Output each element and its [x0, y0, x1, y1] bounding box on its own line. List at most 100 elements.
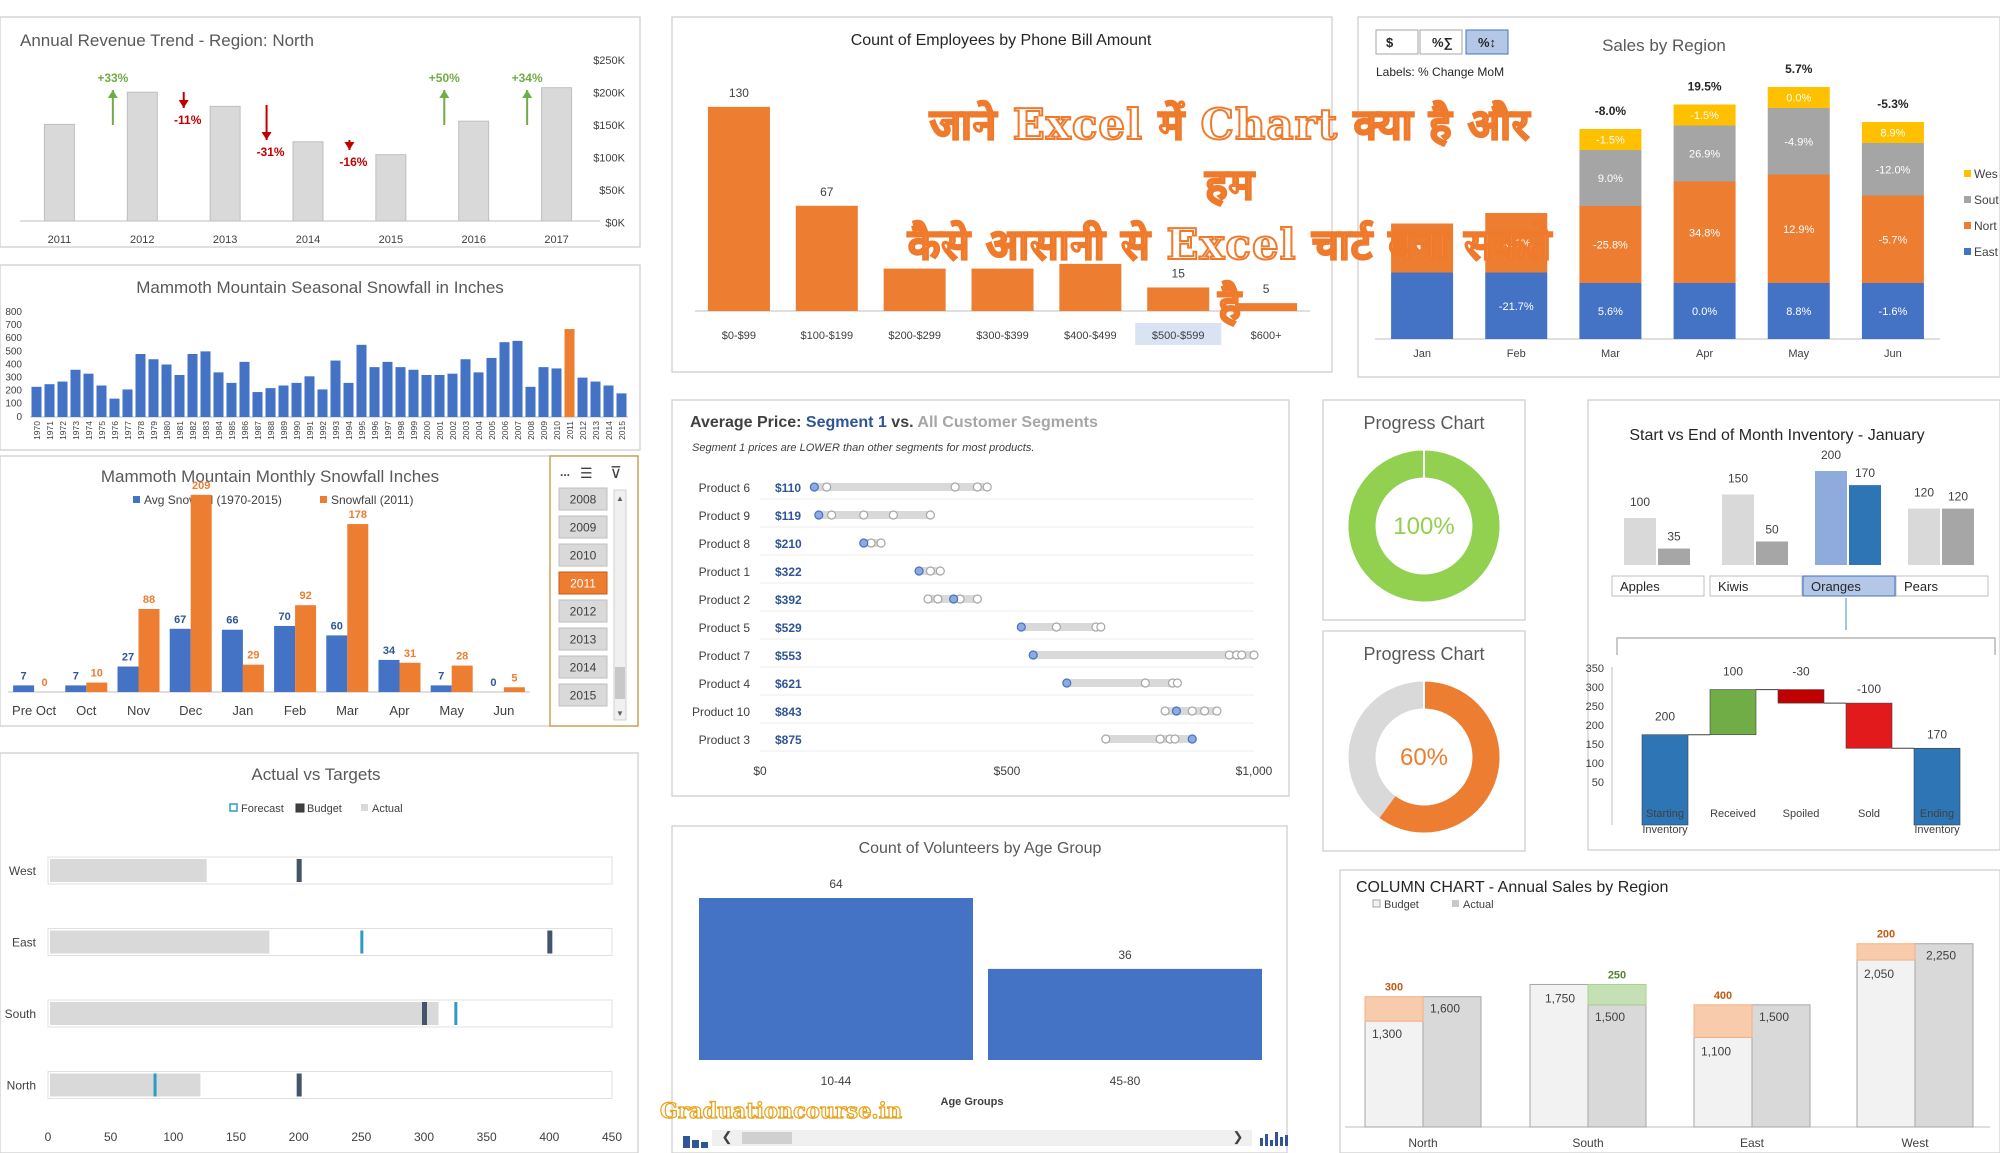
arrow-head [107, 90, 118, 98]
bar [707, 106, 770, 311]
x-tick-label: $600+ [1251, 330, 1282, 342]
toggle-button[interactable] [1465, 29, 1509, 55]
stack-segment-west [1767, 87, 1830, 108]
bar [96, 385, 107, 417]
multi-select-icon[interactable]: ☰ [580, 465, 593, 481]
x-tick-label: Inventory [1914, 824, 1960, 836]
data-label: 66 [226, 615, 238, 627]
legend-swatch-2011 [320, 496, 327, 503]
y-tick-label: $200K [593, 88, 625, 100]
overlay-line-2: कैसे आसानी से Excel चार्ट बना सकते [907, 219, 1552, 270]
slicer-more-button[interactable]: ... [560, 465, 570, 479]
product-label: Product 10 [692, 705, 750, 719]
stack-segment-east [1391, 272, 1454, 339]
x-tick-label: Dec [179, 703, 203, 718]
waterfall-bar [1913, 747, 1961, 826]
x-tick-label: 200 [289, 1130, 309, 1144]
slicer-item-label: 2009 [570, 521, 597, 535]
bar [795, 205, 858, 311]
segment-dot [1160, 706, 1170, 716]
stack-segment-north [1673, 181, 1736, 283]
bar [525, 386, 536, 417]
bar [577, 377, 588, 417]
range-bar [1021, 623, 1101, 631]
slicer-item-2009[interactable] [558, 515, 608, 539]
slicer-item-2013[interactable] [558, 627, 608, 651]
x-tick-label: Nov [127, 703, 151, 718]
clear-filter-icon[interactable]: ⊽ [610, 465, 622, 482]
bar-2011 [190, 494, 212, 692]
segment-dot [1249, 650, 1259, 660]
x-tick-label: 2003 [461, 421, 471, 440]
slicer-item-2010[interactable] [558, 543, 608, 567]
segment-dot [925, 566, 936, 576]
x-tick-label: 1970 [32, 421, 42, 440]
data-label: 67 [820, 185, 834, 199]
y-tick-label: 100 [1586, 758, 1604, 770]
x-tick-label: 2014 [296, 234, 320, 246]
fruit-tab-pears[interactable] [1895, 575, 1989, 597]
price-label: $322 [775, 565, 802, 579]
bar [971, 268, 1034, 311]
scroll-left-icon[interactable]: ❮ [722, 1129, 733, 1145]
bar [1059, 263, 1122, 311]
bar [44, 384, 55, 417]
toggle-button-label: %∑ [1432, 35, 1453, 50]
slicer-item-2015[interactable] [558, 683, 608, 707]
segment-dot [822, 482, 832, 492]
x-tick-label: 250 [351, 1130, 371, 1144]
column-chart-icon [1260, 1138, 1263, 1146]
variance-bar [1364, 996, 1424, 1022]
fruit-tab-oranges[interactable] [1802, 575, 1896, 597]
slicer-item-2012[interactable] [558, 599, 608, 623]
y-tick-label: $50K [599, 185, 625, 197]
segment-label: -4.9% [1784, 136, 1813, 148]
change-label: +33% [97, 71, 128, 85]
slicer-item-label: 2015 [570, 689, 597, 703]
bar [382, 361, 393, 417]
legend-swatch-budget [295, 803, 305, 813]
fruit-tab-apples[interactable] [1611, 575, 1705, 597]
slicer-item-2011[interactable] [558, 571, 608, 595]
data-label: -30 [1792, 665, 1810, 679]
bar [356, 344, 367, 417]
segment-label: 26.9% [1689, 149, 1720, 161]
waterfall-bar [1845, 702, 1893, 749]
scroll-right-icon[interactable]: ❯ [1233, 1129, 1244, 1145]
data-label: 170 [1927, 727, 1947, 741]
bar-end [1849, 485, 1881, 565]
y-tick-label: 700 [5, 320, 22, 331]
chart-title: Start vs End of Month Inventory - Januar… [1629, 427, 1924, 444]
x-tick-label: 1981 [175, 421, 185, 440]
slicer-item-2014[interactable] [558, 655, 608, 679]
x-tick-label: 1992 [318, 421, 328, 440]
bar [122, 389, 133, 417]
x-tick-label: 2015 [617, 421, 627, 440]
data-label: 92 [299, 590, 311, 602]
change-label: -16% [339, 155, 367, 169]
change-label: +34% [512, 71, 543, 85]
snowfall-years-panel [0, 264, 641, 451]
toggle-button[interactable] [1419, 29, 1463, 55]
chart-title: Mammoth Mountain Seasonal Snowfall in In… [136, 278, 504, 297]
bar [252, 392, 263, 417]
change-label: -31% [257, 145, 285, 159]
data-label: 150 [1728, 472, 1748, 486]
slicer-scroll-thumb[interactable] [615, 667, 625, 699]
slicer-scrollbar[interactable] [613, 489, 627, 721]
scroll-thumb[interactable] [742, 1132, 792, 1144]
fruit-tab-kiwis[interactable] [1709, 575, 1803, 597]
x-tick-label: Jun [493, 703, 514, 718]
bar-actual [1751, 1004, 1811, 1128]
toggle-button[interactable] [1375, 29, 1419, 55]
horizontal-scrollbar[interactable] [712, 1130, 1252, 1146]
x-tick-label: 350 [477, 1130, 497, 1144]
bar [291, 382, 302, 417]
bar-avg [13, 685, 35, 692]
legend-label: Avg Snowfall (1970-2015) [144, 493, 282, 507]
bar [434, 375, 445, 417]
product-label: Product 3 [699, 733, 751, 747]
bar-2011 [242, 664, 264, 692]
x-tick-label: $200-$299 [888, 330, 941, 342]
slicer-item-2008[interactable] [558, 487, 608, 511]
